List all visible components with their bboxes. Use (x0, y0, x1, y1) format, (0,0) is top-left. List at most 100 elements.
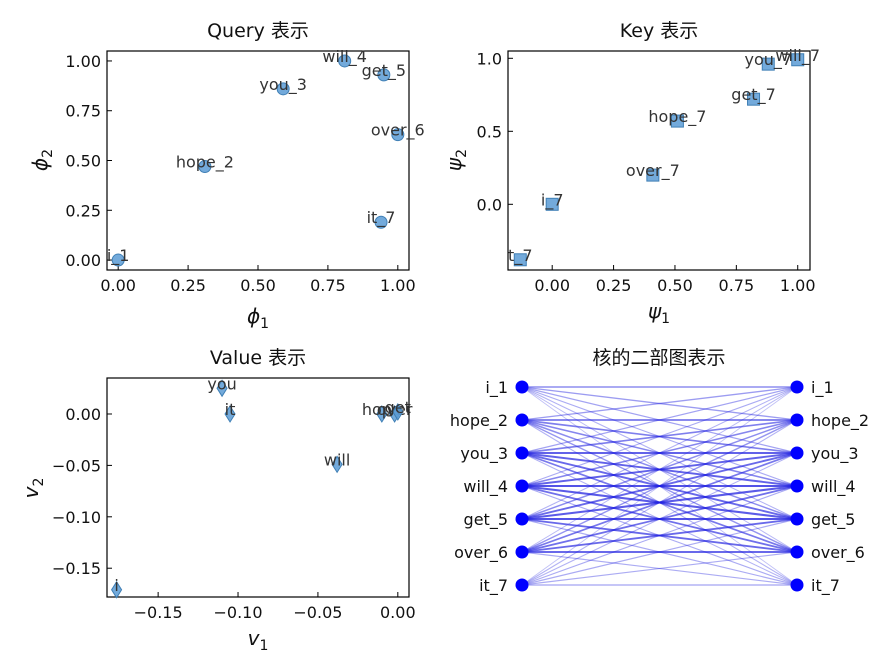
right-node-label-hope_2: hope_2 (811, 411, 869, 431)
query-point-label-hope_2: hope_2 (176, 152, 234, 172)
value-point-hope (376, 405, 388, 423)
query-y-tick-label: 1.00 (65, 52, 101, 71)
key-y-tick-label: 1.0 (477, 49, 502, 68)
value-point-label-i: i (114, 576, 118, 595)
query-point-label-over_6: over_6 (371, 121, 425, 141)
query-chart-title: Query 表示 (207, 20, 309, 42)
key-x-tick-label: 0.25 (596, 276, 632, 295)
key-point-label-you_7: you_7 (744, 50, 792, 70)
right-node-label-you_3: you_3 (811, 444, 859, 464)
right-node-label-i_1: i_1 (811, 378, 834, 398)
value-x-tick-label: −0.05 (293, 603, 342, 622)
key-x-tick-label: 0.50 (657, 276, 693, 295)
bipartite-edge (521, 386, 798, 454)
key-x-tick-label: 1.00 (780, 276, 816, 295)
value-points: iyouitwillhopeoverget (110, 374, 413, 599)
left-node-label-you_3: you_3 (460, 444, 508, 464)
value-x-ticks: −0.15 −0.10 −0.05 0.00 (134, 592, 416, 622)
query-x-ticks: 0.00 0.25 0.50 0.75 1.00 (100, 265, 416, 295)
value-y-axis-label: v2 (19, 478, 47, 499)
key-point-will_7 (791, 53, 805, 67)
query-scatter-panel: Query 表示 0.00 0.25 0.50 0.75 1.00 0.000.250.… (28, 20, 425, 332)
query-point-over_6 (391, 128, 405, 142)
bipartite-edge (521, 386, 798, 421)
value-x-tick-label: −0.10 (214, 603, 263, 622)
key-point-hope_7 (670, 114, 684, 128)
key-y-ticks: 0.0 0.5 1.0 (477, 49, 513, 214)
key-scatter-panel: Key 表示 0.00 0.25 0.50 0.75 1.00 0.0 0.5 1.0 i_… (442, 20, 820, 327)
left-node-label-hope_2: hope_2 (450, 411, 508, 431)
query-x-axis-label: ϕ1 (247, 304, 269, 332)
bipartite-edges (521, 386, 798, 586)
query-point-i_1 (111, 253, 125, 267)
value-y-tick-label: −0.10 (52, 508, 101, 527)
left-node-get_5 (515, 512, 529, 526)
key-y-axis-label: ψ2 (442, 149, 470, 171)
left-node-hope_2 (515, 413, 529, 427)
value-plot-frame (106, 377, 410, 598)
key-point-get_7 (747, 92, 761, 106)
query-y-tick-label: 0.50 (65, 152, 101, 171)
value-x-tick-label: 0.00 (380, 603, 416, 622)
bipartite-edge (521, 419, 798, 454)
key-plot-frame (507, 50, 811, 271)
query-y-tick-label: 0.00 (65, 251, 101, 270)
bipartite-edge (521, 386, 798, 586)
key-x-ticks: 0.00 0.25 0.50 0.75 1.00 (534, 265, 816, 295)
value-point-label-will: will (324, 450, 350, 469)
key-point-you_7 (761, 57, 775, 71)
bipartite-edge (521, 419, 798, 553)
key-x-axis-label: ψ1 (648, 299, 670, 327)
value-x-tick-label: −0.15 (134, 603, 183, 622)
right-node-label-over_6: over_6 (811, 543, 865, 563)
bipartite-edge (521, 386, 798, 487)
bipartite-edge (521, 485, 798, 586)
bipartite-edge (521, 386, 798, 421)
left-node-over_6 (515, 545, 529, 559)
key-point-label-i_7: i_7 (541, 190, 564, 210)
key-y-tick-label: 0.0 (477, 195, 502, 214)
bipartite-edge (521, 518, 798, 553)
key-point-over_7 (646, 168, 660, 182)
bipartite-edge (521, 452, 798, 553)
value-point-get (392, 402, 404, 421)
left-node-label-it_7: it_7 (479, 576, 508, 596)
bipartite-nodes: i_1 hope_2 you_3 will_4 get_5 over_6 it_7 i_1ho… (450, 378, 869, 596)
query-point-label-i_1: i_1 (107, 246, 130, 266)
key-x-tick-label: 0.00 (534, 276, 570, 295)
value-point-will (331, 455, 343, 474)
key-point-label-hope_7: hope_7 (648, 107, 706, 127)
bipartite-edge (521, 419, 798, 586)
right-node-hope_2 (790, 413, 804, 427)
key-point-label-over_7: over_7 (626, 161, 680, 181)
bipartite-edge (521, 386, 798, 553)
value-chart-title: Value 表示 (210, 347, 306, 369)
value-y-tick-label: −0.05 (52, 456, 101, 475)
bipartite-edge (521, 518, 798, 586)
bipartite-edge (521, 386, 798, 520)
value-point-you (216, 379, 228, 398)
bipartite-edge (521, 452, 798, 586)
query-point-you_3 (276, 82, 290, 96)
bipartite-chart-title: 核的二部图表示 (592, 347, 725, 369)
query-point-hope_2 (198, 159, 212, 173)
right-node-it_7 (790, 578, 804, 592)
key-point-t_7 (513, 253, 527, 267)
query-y-tick-label: 0.75 (65, 102, 101, 121)
bipartite-edge (521, 419, 798, 487)
right-node-label-get_5: get_5 (811, 510, 855, 530)
bipartite-edge (521, 551, 798, 586)
key-x-tick-label: 0.75 (719, 276, 755, 295)
query-x-tick-label: 1.00 (380, 276, 416, 295)
value-point-i (110, 580, 123, 599)
query-plot-frame (106, 50, 410, 271)
value-y-tick-label: 0.00 (65, 405, 101, 424)
query-y-axis-label: ϕ2 (28, 149, 56, 171)
bipartite-edge (521, 485, 798, 553)
key-point-label-get_7: get_7 (731, 85, 775, 105)
key-point-i_7 (545, 197, 559, 211)
query-point-label-will_4: will_4 (322, 47, 367, 67)
